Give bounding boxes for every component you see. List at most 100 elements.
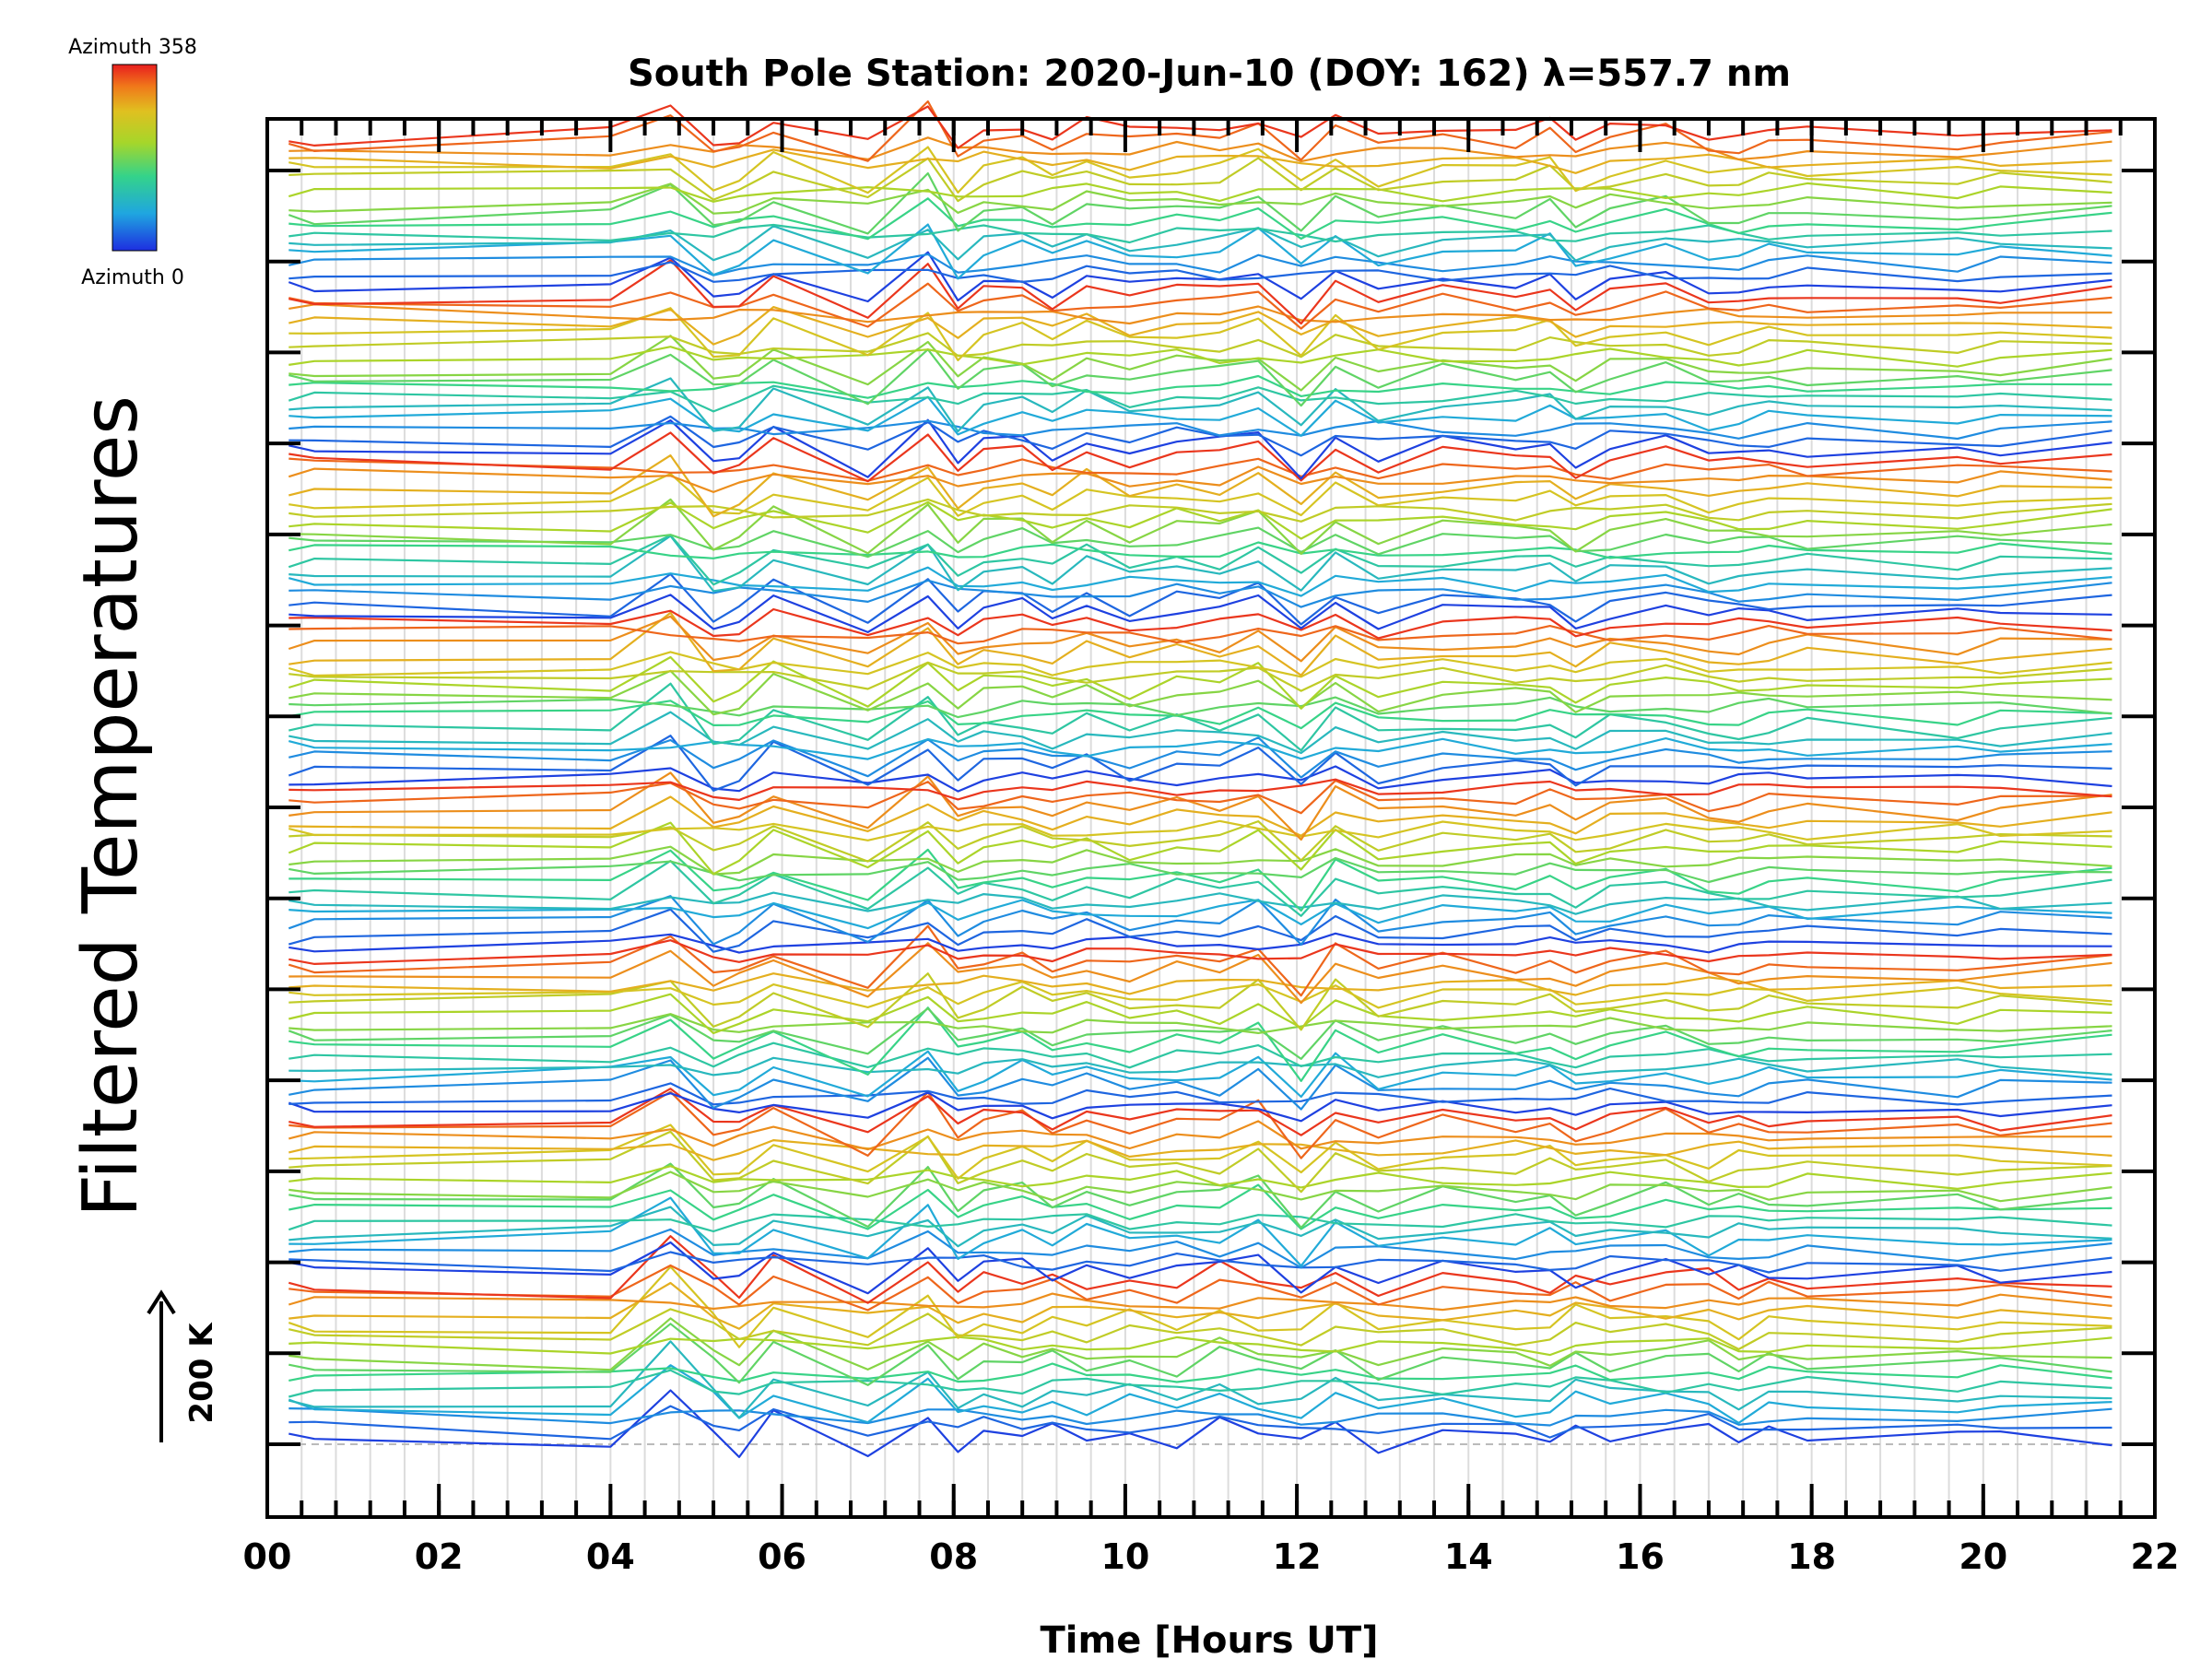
series-line-23 — [288, 1183, 2112, 1230]
series-line-46 — [288, 942, 2112, 1005]
x-tick-label: 00 — [243, 1536, 292, 1577]
series-line-75 — [288, 661, 2112, 692]
series-line-73 — [288, 669, 2112, 716]
x-tick-label: 14 — [1444, 1536, 1493, 1577]
series-line-44 — [288, 981, 2112, 1009]
series-line-87 — [288, 541, 2112, 559]
series-line-81 — [288, 594, 2112, 634]
series-line-127 — [288, 100, 2112, 162]
series-line-106 — [288, 346, 2112, 368]
series-line-60 — [288, 819, 2112, 841]
series-line-13 — [288, 1281, 2112, 1330]
chart-title: South Pole Station: 2020-Jun-10 (DOY: 16… — [628, 53, 1791, 95]
series-line-84 — [288, 566, 2112, 597]
series-line-64 — [288, 778, 2112, 802]
series-line-85 — [288, 535, 2112, 593]
series-line-29 — [288, 1138, 2112, 1161]
series-line-11 — [288, 1308, 2112, 1351]
x-tick-label: 20 — [1959, 1536, 2007, 1577]
series-line-9 — [288, 1317, 2112, 1371]
series-line-109 — [288, 306, 2112, 346]
series-line-63 — [288, 779, 2112, 815]
series-line-3 — [288, 1407, 2112, 1427]
series-line-115 — [288, 253, 2112, 276]
series-line-70 — [288, 682, 2112, 752]
x-tick-label: 06 — [758, 1536, 806, 1577]
series-line-104 — [288, 348, 2112, 407]
series-line-116 — [288, 223, 2112, 280]
x-axis-label: Time [Hours UT] — [1041, 1619, 1379, 1659]
series-line-88 — [288, 526, 2112, 559]
series-line-20 — [288, 1196, 2112, 1267]
series-line-128 — [288, 104, 2112, 149]
series-line-51 — [288, 895, 2112, 947]
series-line-25 — [288, 1171, 2112, 1203]
series-line-37 — [288, 1056, 2112, 1078]
series-line-90 — [288, 500, 2112, 540]
series-line-79 — [288, 624, 2112, 645]
series-line-35 — [288, 1056, 2112, 1111]
x-tick-label: 22 — [2131, 1536, 2180, 1577]
series-line-2 — [288, 1405, 2112, 1441]
series-line-28 — [288, 1124, 2112, 1180]
series-line-98 — [288, 415, 2112, 457]
series-line-52 — [288, 899, 2112, 930]
series-line-121 — [288, 182, 2112, 215]
series-line-122 — [288, 182, 2112, 203]
series-line-56 — [288, 856, 2112, 884]
series-line-54 — [288, 859, 2112, 917]
series-line-117 — [288, 225, 2112, 262]
scale-bar: 200 K — [147, 1289, 220, 1442]
series-line-91 — [288, 498, 2112, 523]
series-line-66 — [288, 735, 2112, 792]
series-line-62 — [288, 771, 2112, 841]
series-line-99 — [288, 419, 2112, 441]
series-line-111 — [288, 282, 2112, 330]
x-tick-label: 08 — [929, 1536, 978, 1577]
series-line-65 — [288, 765, 2112, 793]
scale-bar-label: 200 K — [183, 1322, 220, 1424]
x-tick-label: 12 — [1273, 1536, 1322, 1577]
plot-frame — [265, 117, 2157, 1519]
scale-bar-arrow-head — [147, 1289, 176, 1315]
series-line-72 — [288, 696, 2112, 719]
series-line-14 — [288, 1292, 2112, 1312]
series-line-6 — [288, 1369, 2112, 1398]
series-line-10 — [288, 1335, 2112, 1357]
series-line-80 — [288, 607, 2112, 640]
series-line-83 — [288, 579, 2112, 608]
x-tick-label: 10 — [1100, 1536, 1149, 1577]
series-line-78 — [288, 615, 2112, 663]
series-line-74 — [288, 655, 2112, 710]
series-line-113 — [288, 251, 2112, 303]
gridlines — [300, 124, 2122, 1512]
series-line-22 — [288, 1213, 2112, 1233]
series-line-96 — [288, 431, 2112, 483]
series-line-100 — [288, 395, 2112, 437]
series-line-77 — [288, 611, 2112, 677]
series-line-95 — [288, 457, 2112, 482]
series-line-92 — [288, 472, 2112, 517]
series-line-69 — [288, 711, 2112, 755]
series-line-30 — [288, 1120, 2112, 1151]
series-line-41 — [288, 1013, 2112, 1035]
series-line-8 — [288, 1323, 2112, 1386]
series-line-1 — [288, 1389, 2112, 1459]
series-line-26 — [288, 1165, 2112, 1191]
series-line-48 — [288, 939, 2112, 966]
series-line-126 — [288, 136, 2112, 163]
x-tick-label: 04 — [586, 1536, 635, 1577]
series-line-55 — [288, 848, 2112, 912]
series-line-114 — [288, 261, 2112, 283]
temperature-series — [288, 100, 2112, 1459]
series-line-112 — [288, 259, 2112, 325]
series-line-125 — [288, 148, 2112, 174]
series-line-16 — [288, 1235, 2112, 1304]
series-line-7 — [288, 1362, 2112, 1383]
axes-ticks: 00 02 04 06 08 10 12 14 16 18 20 22 — [243, 119, 2180, 1577]
color-legend: Azimuth 358 Azimuth 0 — [68, 36, 197, 289]
series-line-15 — [288, 1264, 2112, 1312]
series-line-102 — [288, 384, 2112, 413]
series-line-119 — [288, 197, 2112, 241]
